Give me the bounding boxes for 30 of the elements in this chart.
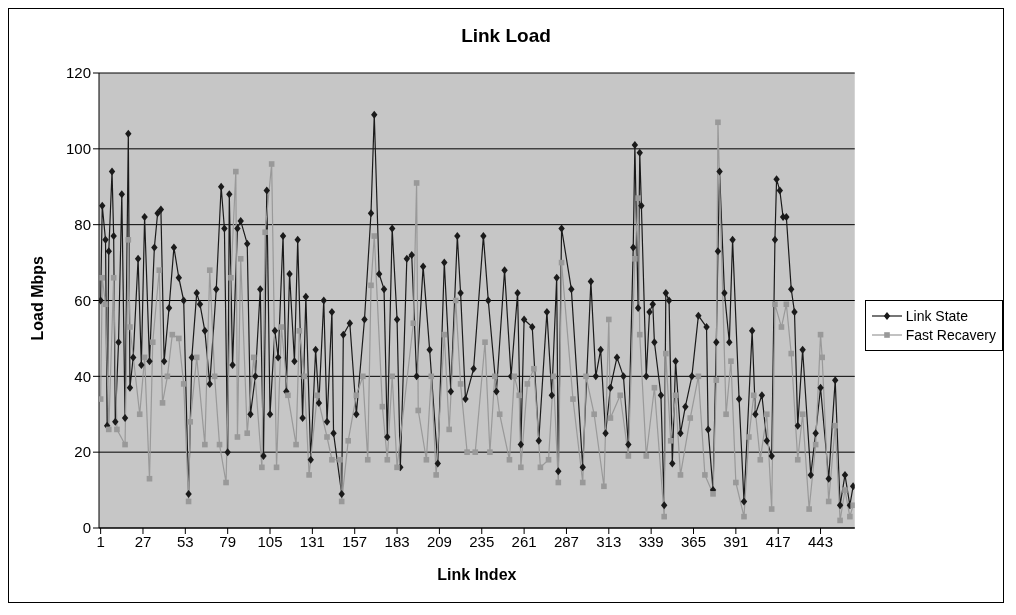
x-tick-label: 157 (342, 532, 368, 550)
y-tick-label: 120 (65, 64, 91, 82)
x-tick-label: 235 (469, 532, 495, 550)
y-tick-label: 0 (82, 519, 91, 537)
y-tick-label: 20 (74, 443, 91, 461)
x-tick-label: 287 (553, 532, 579, 550)
x-tick-label: 339 (638, 532, 664, 550)
x-tick-label: 183 (384, 532, 410, 550)
legend-label: Fast Recavery (905, 327, 996, 343)
x-tick-label: 417 (765, 532, 791, 550)
x-tick-label: 443 (808, 532, 834, 550)
x-tick-label: 105 (257, 532, 283, 550)
x-tick-label: 27 (134, 532, 152, 550)
x-tick-label: 365 (680, 532, 707, 550)
y-tick-label: 80 (74, 215, 91, 233)
x-tick-label: 391 (723, 532, 749, 550)
chart-title: Link Load (460, 25, 552, 48)
y-tick-label: 60 (74, 291, 91, 309)
x-tick-label: 1 (96, 532, 105, 550)
y-axis-title: Load Mbps (28, 255, 46, 341)
x-tick-label: 131 (299, 532, 325, 550)
y-tick-label: 100 (65, 140, 91, 158)
x-tick-label: 209 (426, 532, 452, 550)
x-axis-title: Link Index (437, 566, 517, 583)
x-tick-label: 261 (511, 532, 537, 550)
x-tick-label: 313 (596, 532, 622, 550)
x-tick-label: 53 (176, 532, 194, 550)
x-tick-label: 79 (219, 532, 237, 550)
y-tick-label: 40 (74, 367, 91, 385)
legend-label: Link State (905, 308, 969, 324)
